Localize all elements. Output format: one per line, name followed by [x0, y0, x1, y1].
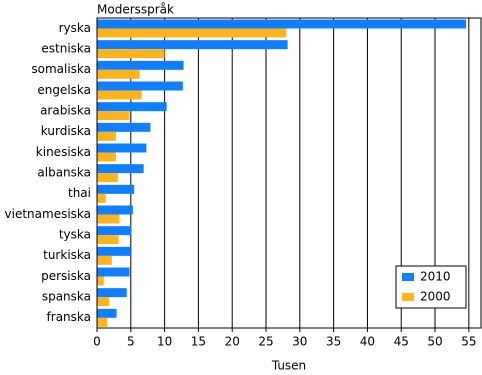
bar — [97, 184, 135, 194]
y-tick-label: ryska — [59, 21, 91, 35]
y-tick-label: engelska — [37, 83, 91, 97]
x-tick-label: 5 — [127, 335, 135, 349]
bar — [97, 49, 165, 59]
bar — [97, 164, 144, 174]
y-tick-label: vietnamesiska — [5, 207, 91, 221]
bar — [97, 297, 110, 307]
plot-frame — [96, 17, 482, 329]
bar — [97, 235, 119, 245]
bar — [97, 288, 127, 298]
y-tick-label: thai — [68, 186, 91, 200]
y-tick-label: estniska — [41, 42, 91, 56]
bar — [97, 276, 104, 286]
y-tick-label: tyska — [59, 228, 91, 242]
bar — [97, 255, 112, 265]
bar — [97, 131, 116, 141]
bar — [97, 246, 131, 256]
bar — [97, 267, 130, 277]
x-tick-label: 30 — [292, 335, 307, 349]
bar — [97, 205, 133, 215]
y-tick-label: franska — [47, 310, 91, 324]
x-tick-label: 25 — [258, 335, 273, 349]
x-tick-label: 10 — [157, 335, 172, 349]
bar — [97, 111, 130, 121]
x-tick-label: 35 — [326, 335, 341, 349]
y-tick-label: albanska — [37, 166, 91, 180]
bar — [97, 19, 467, 29]
y-tick-label: kurdiska — [41, 124, 91, 138]
x-tick-label: 45 — [394, 335, 409, 349]
bar — [97, 69, 140, 79]
bar — [97, 28, 287, 38]
bar — [97, 173, 118, 183]
bar — [97, 81, 183, 91]
bar — [97, 102, 167, 112]
y-tick-label: somaliska — [31, 62, 91, 76]
bar — [97, 317, 108, 327]
y-axis-title: Modersspråk — [97, 3, 174, 17]
bar — [97, 122, 151, 132]
bar — [97, 60, 184, 70]
bar — [97, 90, 142, 100]
y-tick-label: persiska — [41, 269, 91, 283]
y-tick-label: arabiska — [40, 104, 91, 118]
y-tick-label: kinesiska — [36, 145, 91, 159]
y-tick-label: spanska — [42, 290, 91, 304]
bar — [97, 193, 106, 203]
x-axis-title: Tusen — [271, 359, 306, 373]
legend-label: 2000 — [420, 290, 451, 304]
bar — [97, 226, 132, 236]
legend-swatch — [402, 293, 414, 301]
x-tick-label: 40 — [360, 335, 375, 349]
bar — [97, 308, 117, 318]
legend-label: 2010 — [420, 270, 451, 284]
legend-swatch — [402, 273, 414, 281]
x-tick-label: 20 — [225, 335, 240, 349]
x-tick-label: 50 — [427, 335, 442, 349]
bar — [97, 214, 120, 224]
y-tick-label: turkiska — [43, 248, 91, 262]
bar — [97, 40, 288, 50]
bar — [97, 143, 147, 153]
bar — [97, 152, 116, 162]
x-tick-label: 55 — [461, 335, 476, 349]
x-tick-label: 0 — [93, 335, 101, 349]
x-tick-label: 15 — [191, 335, 206, 349]
